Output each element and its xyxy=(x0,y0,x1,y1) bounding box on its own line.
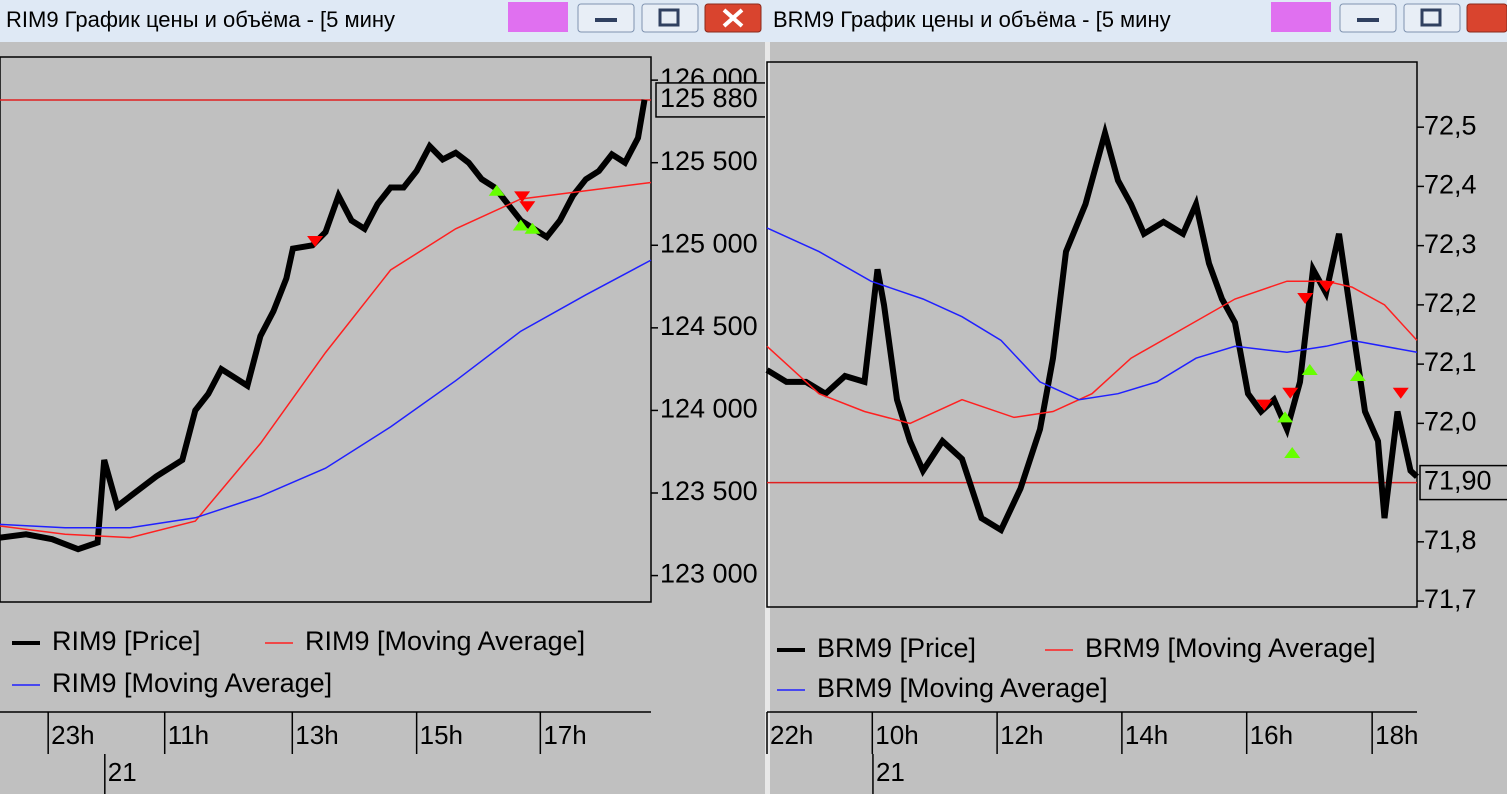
y-tick-label: 72,5 xyxy=(1424,110,1477,140)
y-tick-label: 123 500 xyxy=(660,476,758,506)
buy-signal xyxy=(1301,364,1318,376)
y-tick-label: 71,8 xyxy=(1424,525,1477,555)
legend-label: RIM9 [Moving Average] xyxy=(52,668,332,698)
plot-area xyxy=(0,42,765,794)
buy-signal xyxy=(512,219,529,231)
minimize-icon xyxy=(1357,18,1379,22)
title-bar xyxy=(0,0,765,42)
y-tick-label: 125 000 xyxy=(660,228,758,258)
sell-signal xyxy=(1392,387,1409,399)
link-button[interactable] xyxy=(508,2,568,32)
sell-signal xyxy=(514,191,531,203)
buy-signal xyxy=(524,222,541,234)
sell-signal xyxy=(1282,387,1299,399)
x-tick-label: 12h xyxy=(1000,720,1043,750)
close-button[interactable] xyxy=(1466,3,1507,33)
plot-frame xyxy=(766,61,1418,608)
current-price-label: 125 880 xyxy=(660,83,758,113)
x-tick-label: 17h xyxy=(543,720,586,750)
buy-signal xyxy=(488,184,505,196)
y-tick-label: 123 000 xyxy=(660,559,758,589)
current-price-box xyxy=(1419,464,1507,501)
x-tick-label: 13h xyxy=(295,720,338,750)
price-line xyxy=(765,121,1420,535)
date-tick-label: 21 xyxy=(108,757,137,787)
y-tick-label: 72,0 xyxy=(1424,406,1477,436)
moving-average-line xyxy=(0,259,652,529)
maximize-button[interactable] xyxy=(1403,3,1461,33)
plot-area xyxy=(770,42,1507,794)
sell-signal xyxy=(1256,399,1273,411)
maximize-button[interactable] xyxy=(641,3,699,33)
moving-average-line xyxy=(766,227,1418,401)
legend-label: BRM9 [Price] xyxy=(817,633,976,663)
y-tick-label: 124 500 xyxy=(660,311,758,341)
current-price-label: 71,90 xyxy=(1424,466,1492,496)
x-tick-label: 10h xyxy=(875,720,918,750)
y-tick-label: 71,7 xyxy=(1424,584,1477,614)
legend-label: RIM9 [Price] xyxy=(52,626,201,656)
current-price-box xyxy=(655,82,765,118)
sell-signal xyxy=(1297,292,1314,304)
legend-label: BRM9 [Moving Average] xyxy=(1085,633,1376,663)
x-tick-label: 16h xyxy=(1250,720,1293,750)
y-tick-label: 72,3 xyxy=(1424,229,1477,259)
legend-label: BRM9 [Moving Average] xyxy=(817,673,1108,703)
minimize-icon xyxy=(595,18,617,22)
sell-signal xyxy=(519,201,536,213)
buy-signal xyxy=(1349,369,1366,381)
sell-signal xyxy=(307,235,324,247)
moving-average-line xyxy=(0,181,652,539)
link-button[interactable] xyxy=(1271,2,1331,32)
y-tick-label: 72,2 xyxy=(1424,288,1477,318)
x-tick-label: 14h xyxy=(1125,720,1168,750)
window-title: RIM9 График цены и объёма - [5 мину xyxy=(6,7,395,32)
maximize-icon xyxy=(658,8,680,27)
plot-frame xyxy=(0,56,652,603)
window-title: BRM9 График цены и объёма - [5 мину xyxy=(773,7,1171,32)
x-tick-label: 11h xyxy=(168,720,209,750)
maximize-icon xyxy=(1420,8,1442,27)
y-tick-label: 124 000 xyxy=(660,394,758,424)
sell-signal xyxy=(1318,281,1335,293)
moving-average-line xyxy=(766,280,1418,425)
x-tick-label: 23h xyxy=(51,720,94,750)
x-tick-label: 15h xyxy=(420,720,463,750)
y-tick-label: 125 500 xyxy=(660,146,758,176)
y-tick-label: 72,1 xyxy=(1424,347,1477,377)
price-line xyxy=(0,99,648,553)
x-tick-label: 22h xyxy=(770,720,813,750)
x-tick-label: 18h xyxy=(1375,720,1418,750)
buy-signal xyxy=(1284,446,1301,458)
date-tick-label: 21 xyxy=(876,757,905,787)
y-tick-label: 72,4 xyxy=(1424,170,1477,200)
close-icon xyxy=(722,8,744,28)
window-buttons xyxy=(508,2,1507,33)
legend-label: RIM9 [Moving Average] xyxy=(305,626,585,656)
chart-window: 72,5 72,4 72,3 72,2 72,1 72,0 71,8 71,7 71,90 BRM… xyxy=(765,42,1507,794)
buy-signal xyxy=(1277,411,1294,423)
